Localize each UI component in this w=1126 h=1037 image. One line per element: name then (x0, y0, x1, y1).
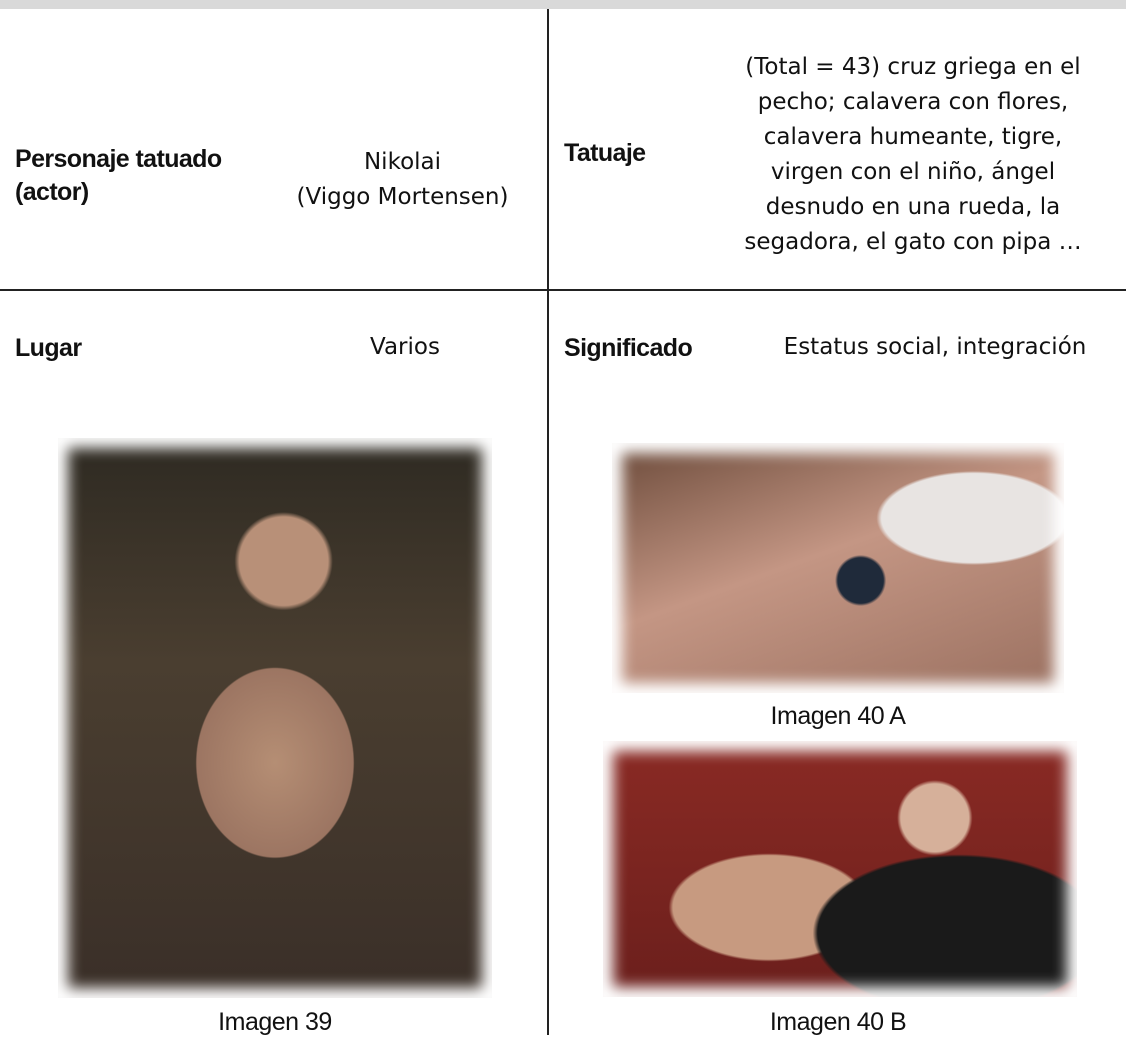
photo (58, 438, 492, 998)
text: Personaje tatuado (15, 145, 222, 173)
caption: Imagen 40 B (769, 1008, 907, 1036)
text: pecho; calavera con flores, (757, 89, 1069, 115)
cell-value: Nikolai (Viggo Mortensen) (255, 145, 550, 215)
cell-value: (Total = 43) cruz griega en el pecho; ca… (700, 50, 1126, 260)
text: (Viggo Mortensen) (296, 184, 509, 210)
photo (603, 741, 1077, 997)
row-label: Personaje tatuado (actor) (15, 143, 222, 209)
row-label: Tatuaje (564, 139, 646, 167)
caption: Imagen 40 A (770, 702, 906, 730)
column-divider (547, 9, 549, 1035)
top-bar (0, 0, 1126, 9)
photo (612, 443, 1064, 693)
text: Nikolai (363, 149, 442, 175)
cell-value: Estatus social, integración (783, 334, 1087, 360)
text: (Total = 43) cruz griega en el (745, 54, 1081, 80)
text: (actor) (15, 178, 89, 206)
row-label: Significado (564, 334, 693, 362)
row-divider (0, 289, 1126, 291)
cell-value: Varios (370, 334, 440, 360)
text: segadora, el gato con pipa … (744, 229, 1082, 255)
row-label: Lugar (15, 334, 82, 362)
text: desnudo en una rueda, la (765, 194, 1061, 220)
text: calavera humeante, tigre, (763, 124, 1063, 150)
text: virgen con el niño, ángel (770, 159, 1056, 185)
caption: Imagen 39 (218, 1008, 332, 1036)
